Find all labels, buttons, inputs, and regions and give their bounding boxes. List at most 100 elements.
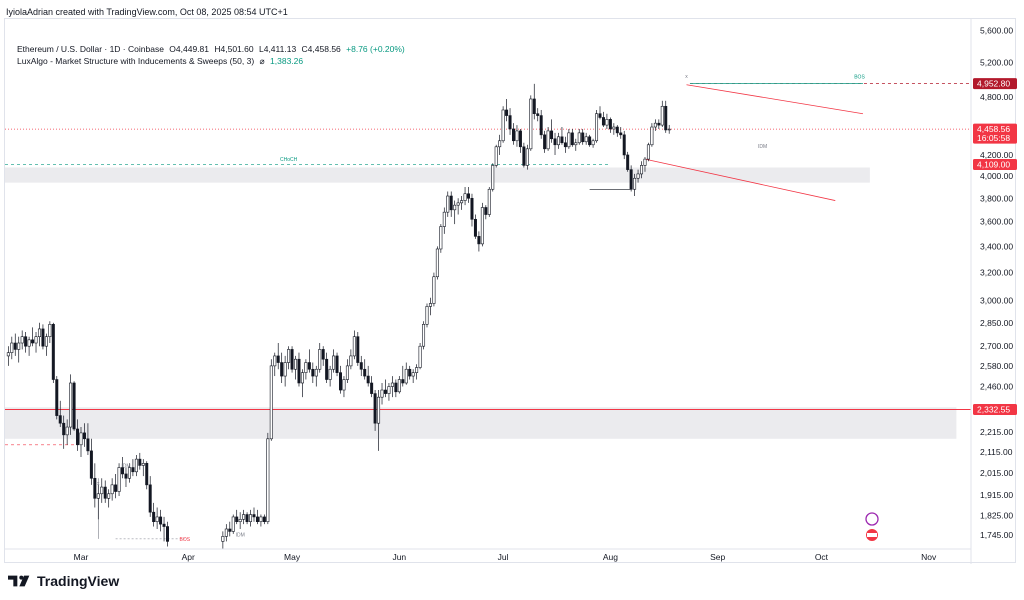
candle-body-down [86, 438, 90, 452]
candle [82, 423, 86, 447]
candle [653, 119, 657, 131]
candle-body-down [383, 389, 387, 394]
candle [574, 138, 578, 151]
candle [397, 376, 401, 394]
candle [518, 128, 522, 153]
candle-body-down [124, 473, 128, 479]
x-tick-label: Oct [815, 552, 829, 562]
candle-body-down [62, 422, 66, 436]
candle [221, 531, 225, 549]
candle-body-up [96, 493, 100, 499]
price-tag: 2,332.55 [973, 404, 1017, 416]
candle-body-down [508, 115, 512, 130]
candle-body-up [397, 379, 401, 393]
candle [387, 382, 391, 401]
x-tick-label: Apr [182, 552, 195, 562]
candle [390, 376, 394, 398]
candle [86, 423, 90, 455]
candle [487, 187, 491, 217]
candle [318, 343, 322, 373]
annotations-layer: CHoCH BOS IDM IDM BOS IDM x x [97, 74, 865, 543]
price-tag-box [973, 158, 1017, 170]
annotation-label: IDM [121, 464, 130, 470]
candle-body-down [657, 122, 661, 126]
candle-body-down [290, 349, 294, 370]
candle [643, 157, 647, 172]
candle-body-down [51, 324, 55, 380]
chart-frame[interactable]: CHoCH BOS IDM IDM BOS IDM x x 5,600.00 5,200.00 4… [4, 18, 1017, 564]
candle [605, 113, 609, 129]
candle-body-up [584, 136, 588, 143]
tradingview-brand[interactable]: TradingView [8, 571, 119, 591]
candle-body-up [491, 165, 495, 190]
candle [338, 365, 342, 394]
candle-body-up [37, 328, 41, 337]
candle-body-up [155, 516, 159, 523]
candle [556, 132, 560, 149]
candle [633, 173, 637, 197]
candle-body-up [643, 158, 647, 166]
candle-body-down [138, 458, 142, 466]
candle [62, 415, 66, 449]
symbol-legend[interactable]: Ethereum / U.S. Dollar · 1D · Coinbase O… [17, 44, 408, 54]
ohlc-high: H4,501.60 [214, 44, 254, 54]
candle [134, 454, 138, 477]
candle [363, 359, 367, 380]
candle-body-up [242, 514, 246, 520]
candle-body-down [539, 115, 543, 136]
candle [446, 191, 450, 217]
candle [148, 476, 152, 517]
candle [235, 509, 239, 525]
y-tick-label: 2,460.00 [980, 381, 1013, 391]
candle [280, 352, 284, 383]
candle [325, 352, 329, 383]
candle [463, 187, 467, 206]
symbol-title[interactable]: Ethereum / U.S. Dollar · 1D · Coinbase [17, 44, 164, 54]
candle [311, 362, 315, 383]
candle [598, 106, 602, 120]
candle-body-down [626, 154, 630, 170]
candle [456, 198, 460, 215]
candle-body-up [283, 362, 287, 377]
candle-body-down [553, 138, 557, 146]
y-tick-label: 2,015.00 [980, 468, 1013, 478]
candle [110, 478, 114, 501]
candle [17, 336, 21, 363]
candle [79, 427, 83, 458]
candle-body-down [93, 477, 97, 499]
candle-body-down [131, 467, 135, 473]
candle-body-up [567, 132, 571, 148]
candle-body-down [121, 467, 125, 475]
y-tick-label: 3,200.00 [980, 268, 1013, 278]
candle-body-up [107, 493, 111, 499]
y-tick-label: 2,215.00 [980, 427, 1013, 437]
candle-body-down [615, 126, 619, 134]
candle-body-up [460, 200, 464, 204]
candle-body-up [422, 324, 426, 347]
indicator-legend[interactable]: LuxAlgo - Market Structure with Induceme… [17, 56, 306, 67]
candle-body-down [629, 169, 633, 190]
indicator-title[interactable]: LuxAlgo - Market Structure with Induceme… [17, 56, 255, 66]
candle [359, 355, 363, 377]
candle [612, 123, 616, 135]
candle-body-down [532, 98, 536, 115]
candle [121, 457, 125, 479]
candle [356, 332, 360, 366]
supply-demand-zone [5, 167, 870, 183]
candle [563, 136, 567, 153]
candle-body-down [72, 382, 76, 430]
annotation-label: x [97, 481, 100, 487]
ohlc-change: +8.76 (+0.20%) [346, 44, 405, 54]
candle-body-down [470, 197, 474, 220]
candle-body-down [550, 130, 554, 140]
ohlc-open: O4,449.81 [169, 44, 209, 54]
candle-body-up [269, 365, 273, 440]
candle-body-up [287, 349, 291, 363]
candle [107, 489, 111, 508]
candle [262, 514, 266, 525]
candle [249, 509, 253, 527]
price-chart[interactable]: CHoCH BOS IDM IDM BOS IDM x x 5,600.00 5,200.00 4… [5, 19, 1017, 564]
candle [72, 381, 76, 431]
candle [349, 349, 353, 370]
candle-body-up [100, 486, 104, 495]
